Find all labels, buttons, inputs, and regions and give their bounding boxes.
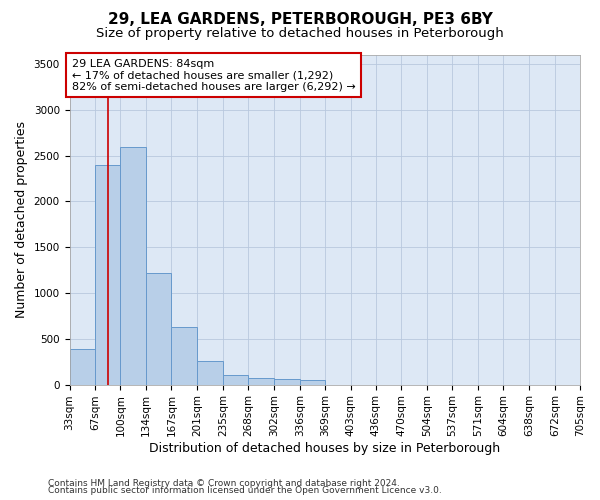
Text: Size of property relative to detached houses in Peterborough: Size of property relative to detached ho… bbox=[96, 28, 504, 40]
Text: Contains HM Land Registry data © Crown copyright and database right 2024.: Contains HM Land Registry data © Crown c… bbox=[48, 478, 400, 488]
Bar bbox=[70, 349, 95, 384]
Bar bbox=[121, 148, 146, 384]
Bar bbox=[248, 378, 274, 384]
Text: 29 LEA GARDENS: 84sqm
← 17% of detached houses are smaller (1,292)
82% of semi-d: 29 LEA GARDENS: 84sqm ← 17% of detached … bbox=[72, 58, 356, 92]
X-axis label: Distribution of detached houses by size in Peterborough: Distribution of detached houses by size … bbox=[149, 442, 500, 455]
Bar bbox=[274, 379, 299, 384]
Bar bbox=[172, 327, 197, 384]
Y-axis label: Number of detached properties: Number of detached properties bbox=[15, 122, 28, 318]
Bar bbox=[95, 165, 121, 384]
Bar bbox=[146, 273, 172, 384]
Text: Contains public sector information licensed under the Open Government Licence v3: Contains public sector information licen… bbox=[48, 486, 442, 495]
Text: 29, LEA GARDENS, PETERBOROUGH, PE3 6BY: 29, LEA GARDENS, PETERBOROUGH, PE3 6BY bbox=[107, 12, 493, 28]
Bar bbox=[197, 361, 223, 384]
Bar bbox=[223, 376, 248, 384]
Bar bbox=[299, 380, 325, 384]
